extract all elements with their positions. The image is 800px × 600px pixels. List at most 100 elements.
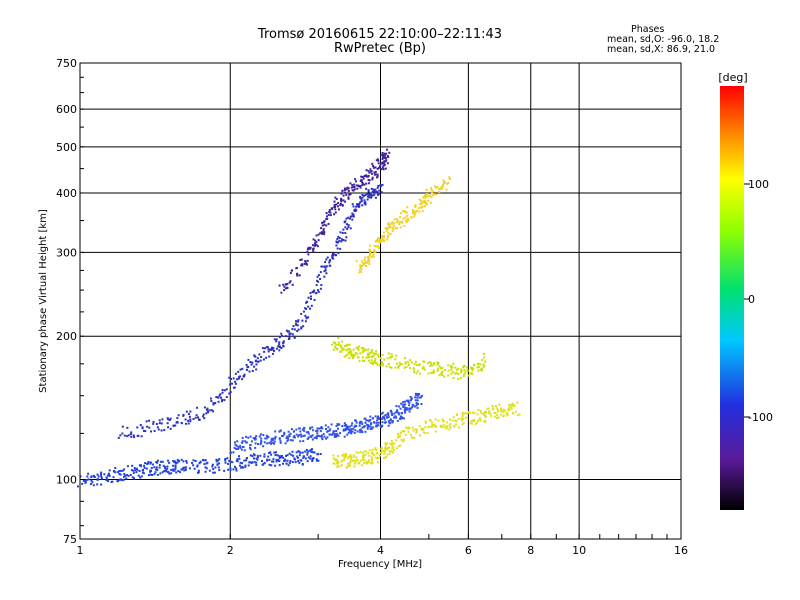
data-point xyxy=(393,412,396,415)
data-point xyxy=(243,459,246,462)
data-point xyxy=(288,452,291,455)
data-point xyxy=(395,411,398,414)
data-point xyxy=(402,401,405,404)
data-point xyxy=(150,470,153,473)
data-point xyxy=(404,357,407,360)
data-point xyxy=(413,368,416,371)
data-point xyxy=(304,450,307,453)
data-point xyxy=(476,420,479,423)
data-point xyxy=(121,425,124,428)
data-point xyxy=(329,211,332,214)
data-point xyxy=(235,469,238,472)
data-point xyxy=(448,424,451,427)
data-point xyxy=(261,347,264,350)
data-point xyxy=(391,443,394,446)
data-point xyxy=(375,424,378,427)
data-point xyxy=(382,240,385,243)
data-point xyxy=(146,462,149,465)
data-point xyxy=(404,211,407,214)
data-point xyxy=(263,347,266,350)
data-point xyxy=(298,434,301,437)
data-point xyxy=(484,360,487,363)
data-point xyxy=(337,343,340,346)
data-point xyxy=(339,204,342,207)
data-point xyxy=(398,435,401,438)
data-point xyxy=(146,425,149,428)
data-point xyxy=(451,419,454,422)
data-point xyxy=(355,419,358,422)
data-point xyxy=(378,189,381,192)
data-point xyxy=(427,372,430,375)
data-point xyxy=(377,239,380,242)
data-point xyxy=(289,332,292,335)
data-point xyxy=(340,346,343,349)
data-point xyxy=(259,359,262,362)
data-point xyxy=(82,479,85,482)
data-point xyxy=(402,405,405,408)
data-point xyxy=(375,449,378,452)
data-point xyxy=(228,392,231,395)
data-point xyxy=(309,307,312,310)
data-point xyxy=(384,154,387,157)
data-point xyxy=(477,369,480,372)
data-point xyxy=(359,420,362,423)
data-point xyxy=(377,355,380,358)
data-point xyxy=(479,410,482,413)
data-point xyxy=(348,455,351,458)
data-point xyxy=(140,475,143,478)
data-point xyxy=(395,354,398,357)
data-point xyxy=(160,429,163,432)
data-point xyxy=(408,404,411,407)
data-point xyxy=(243,449,246,452)
data-point xyxy=(306,453,309,456)
data-point xyxy=(234,380,237,383)
data-point xyxy=(444,181,447,184)
data-point xyxy=(425,188,428,191)
data-point xyxy=(370,427,373,430)
data-point xyxy=(317,290,320,293)
data-point xyxy=(449,422,452,425)
data-point xyxy=(355,184,358,187)
data-point xyxy=(356,352,359,355)
data-point xyxy=(400,412,403,415)
data-point xyxy=(202,413,205,416)
data-point xyxy=(252,457,255,460)
data-point xyxy=(404,411,407,414)
data-point xyxy=(421,210,424,213)
data-point xyxy=(329,428,332,431)
data-point xyxy=(431,191,434,194)
data-point xyxy=(97,475,100,478)
data-point xyxy=(319,287,322,290)
data-point xyxy=(203,417,206,420)
data-point xyxy=(313,451,316,454)
data-point xyxy=(384,421,387,424)
data-point xyxy=(271,437,274,440)
data-point xyxy=(375,452,378,455)
data-point xyxy=(384,227,387,230)
data-point xyxy=(336,432,339,435)
data-point xyxy=(414,205,417,208)
data-point xyxy=(399,407,402,410)
data-point xyxy=(329,259,332,262)
data-point xyxy=(210,409,213,412)
data-point xyxy=(383,414,386,417)
data-point xyxy=(156,473,159,476)
data-point xyxy=(400,212,403,215)
data-point xyxy=(400,416,403,419)
data-point xyxy=(398,220,401,223)
data-point xyxy=(473,412,476,415)
data-point xyxy=(440,373,443,376)
data-point xyxy=(285,454,288,457)
data-point xyxy=(283,289,286,292)
data-point xyxy=(286,286,289,289)
data-point xyxy=(270,442,273,445)
data-point xyxy=(385,413,388,416)
data-point xyxy=(390,450,393,453)
data-point xyxy=(391,447,394,450)
data-point xyxy=(391,444,394,447)
data-point xyxy=(494,411,497,414)
data-point xyxy=(345,454,348,457)
data-point xyxy=(195,414,198,417)
data-point xyxy=(381,450,384,453)
data-point xyxy=(229,383,232,386)
